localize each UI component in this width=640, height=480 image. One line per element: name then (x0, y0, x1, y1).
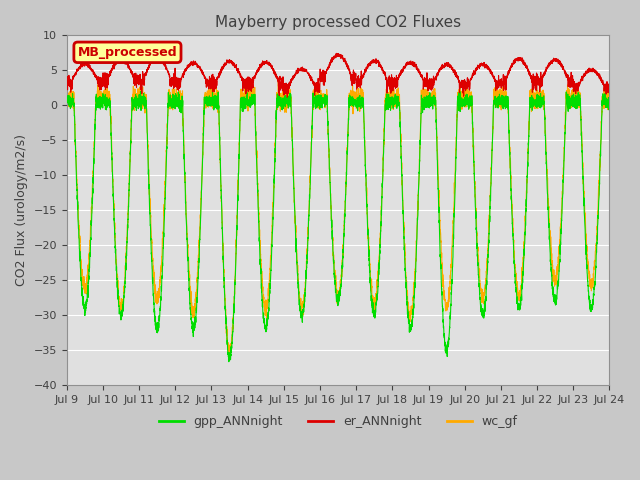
wc_gf (318, 99, 326, 105)
gpp_ANNnight (460, 98, 468, 104)
wc_gf (605, 106, 612, 112)
er_ANNnight (333, 50, 340, 56)
Legend: gpp_ANNnight, er_ANNnight, wc_gf: gpp_ANNnight, er_ANNnight, wc_gf (154, 410, 522, 433)
er_ANNnight (460, 84, 468, 90)
er_ANNnight (430, 82, 438, 88)
wc_gf (63, 93, 70, 98)
Line: wc_gf: wc_gf (67, 79, 609, 355)
wc_gf (430, 97, 438, 103)
gpp_ANNnight (605, 98, 613, 104)
gpp_ANNnight (209, 86, 216, 92)
er_ANNnight (63, 82, 70, 88)
gpp_ANNnight (161, 217, 168, 223)
er_ANNnight (491, 78, 499, 84)
gpp_ANNnight (63, 99, 70, 105)
Y-axis label: CO2 Flux (urology/m2/s): CO2 Flux (urology/m2/s) (15, 134, 28, 286)
er_ANNnight (605, 85, 612, 91)
er_ANNnight (605, 84, 613, 90)
er_ANNnight (318, 76, 326, 82)
er_ANNnight (161, 60, 168, 65)
Title: Mayberry processed CO2 Fluxes: Mayberry processed CO2 Fluxes (215, 15, 461, 30)
wc_gf (460, 95, 468, 100)
wc_gf (605, 84, 613, 90)
gpp_ANNnight (430, 96, 438, 102)
gpp_ANNnight (491, 101, 499, 107)
wc_gf (161, 206, 168, 212)
Text: MB_processed: MB_processed (77, 46, 177, 59)
wc_gf (491, 85, 499, 91)
Line: gpp_ANNnight: gpp_ANNnight (67, 89, 609, 362)
Line: er_ANNnight: er_ANNnight (67, 53, 609, 97)
wc_gf (227, 352, 234, 358)
er_ANNnight (284, 94, 291, 100)
gpp_ANNnight (318, 98, 326, 104)
gpp_ANNnight (225, 359, 233, 365)
gpp_ANNnight (605, 107, 612, 113)
wc_gf (244, 76, 252, 82)
